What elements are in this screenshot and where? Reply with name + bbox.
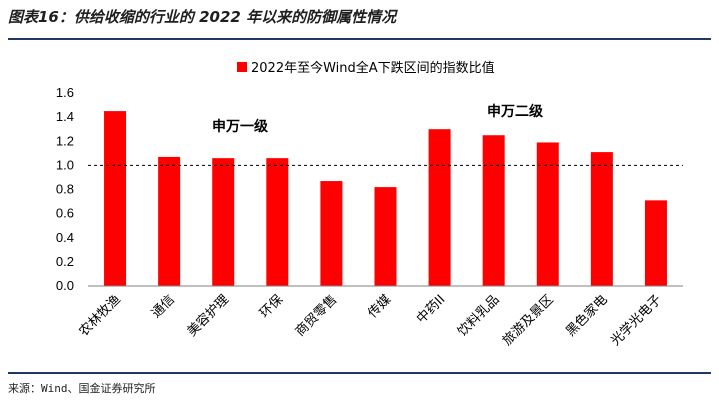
bar-4: [320, 181, 343, 286]
x-tick-label: 饮料乳品: [455, 292, 502, 339]
x-tick-label: 光学光电子: [607, 292, 664, 349]
bar-6: [428, 129, 451, 286]
y-tick-label: 1.0: [56, 157, 74, 172]
y-tick-label: 0.0: [56, 278, 74, 293]
y-tick-label: 1.6: [56, 85, 74, 100]
y-tick-label: 1.4: [56, 109, 74, 124]
bar-7: [482, 135, 505, 286]
bottom-rule: [8, 372, 711, 374]
x-tick-label: 通信: [149, 292, 178, 321]
bar-9: [590, 152, 613, 286]
y-tick-label: 0.6: [56, 206, 74, 221]
x-tick-label: 黑色家电: [563, 292, 611, 340]
bar-8: [536, 142, 559, 286]
bar-10: [644, 200, 667, 286]
figure-title: 图表16：供给收缩的行业的 2022 年以来的防御属性情况: [8, 8, 397, 26]
x-tick-label: 中药II: [414, 292, 448, 326]
x-tick-label: 农林牧渔: [76, 292, 123, 339]
x-tick-label: 环保: [257, 292, 286, 321]
x-tick-label: 传媒: [365, 292, 394, 321]
annotation-sw-level1: 申万一级: [212, 118, 269, 135]
bars: [104, 111, 667, 286]
source-note: 来源：Wind、国金证券研究所: [8, 382, 156, 395]
bar-5: [374, 187, 397, 286]
top-rule: [8, 38, 711, 40]
x-tick-label: 商贸零售: [292, 292, 340, 340]
legend: 2022年至今Wind全A下跌区间的指数比值: [237, 60, 495, 76]
x-tick-label: 美容护理: [184, 292, 232, 340]
bar-3: [266, 158, 289, 286]
x-tick-label: 旅游及景区: [500, 292, 557, 349]
annotation-sw-level2: 申万二级: [487, 103, 544, 120]
legend-swatch: [237, 62, 247, 72]
y-tick-label: 0.8: [56, 182, 74, 197]
bar-2: [212, 158, 235, 286]
y-axis: 0.0 0.2 0.4 0.6 0.8 1.0 1.2 1.4 1.6: [56, 85, 74, 293]
y-tick-label: 0.4: [56, 230, 74, 245]
bar-chart: 2022年至今Wind全A下跌区间的指数比值 0.0 0.2 0.4 0.6 0.8 1.…: [56, 60, 683, 349]
legend-label: 2022年至今Wind全A下跌区间的指数比值: [251, 60, 495, 76]
bar-0: [104, 111, 127, 286]
bar-1: [158, 156, 181, 286]
y-tick-label: 0.2: [56, 254, 74, 269]
y-tick-label: 1.2: [56, 133, 74, 148]
